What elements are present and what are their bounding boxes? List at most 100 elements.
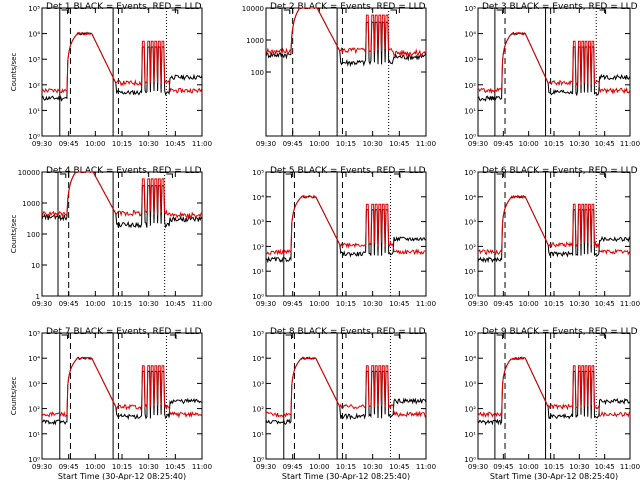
x-tick-label: 09:45 (283, 300, 303, 308)
y-tick-label: 10¹ (464, 431, 476, 439)
y-tick-label: 10² (464, 243, 476, 251)
x-tick-label: 10:15 (544, 463, 564, 471)
panel-title: Det 7 BLACK = Events, RED = LLD (46, 327, 202, 337)
x-tick-label: 09:30 (256, 140, 276, 148)
y-tick-label: 10¹ (252, 268, 264, 276)
y-tick-label: 10⁰ (464, 133, 476, 141)
bracket-marker (61, 9, 69, 14)
x-tick-label: 10:00 (85, 463, 105, 471)
bracket-marker (166, 173, 173, 178)
y-tick-label: 10⁵ (252, 330, 264, 338)
x-tick-label: 10:00 (309, 463, 329, 471)
y-tick-label: 10³ (464, 380, 476, 388)
y-tick-label: 10 (31, 262, 40, 270)
x-tick-label: 10:45 (595, 300, 615, 308)
y-tick-label: 10² (28, 406, 40, 414)
x-tick-label: 10:30 (139, 140, 159, 148)
panel-det-4: Det 4 BLACK = Events, RED = LLD 1 10 100 100… (10, 166, 212, 308)
x-tick-label: 10:15 (112, 463, 132, 471)
series-lld-line (41, 31, 203, 94)
panel-det-7: Det 7 BLACK = Events, RED = LLD 10⁰ 10¹ 10²… (10, 327, 212, 480)
x-tick-label: 09:30 (468, 300, 488, 308)
y-tick-label: 10¹ (252, 431, 264, 439)
x-tick-label: 11:00 (620, 140, 640, 148)
y-tick-label: 100 (251, 69, 264, 77)
y-tick-label: 10⁰ (464, 456, 476, 464)
panel-det-3: Det 3 BLACK = Events, RED = LLD 10⁰ 10¹ 10²… (464, 2, 640, 148)
y-tick-label: 10³ (28, 56, 40, 64)
x-tick-label: 10:00 (85, 300, 105, 308)
x-tick-label: 10:00 (519, 300, 539, 308)
y-tick-label: 1000 (246, 37, 264, 45)
y-tick-label: 10⁵ (252, 169, 264, 177)
x-tick-label: 10:30 (139, 300, 159, 308)
panel-title: Det 2 BLACK = Events, RED = LLD (270, 2, 426, 12)
panel-title: Det 5 BLACK = Events, RED = LLD (270, 166, 426, 176)
series-lld-line (477, 356, 631, 419)
y-tick-label: 10⁰ (464, 293, 476, 301)
x-tick-label: 09:45 (59, 140, 79, 148)
series-lld-line (265, 7, 427, 58)
x-tick-label: 10:30 (569, 463, 589, 471)
x-tick-label: 11:00 (416, 140, 436, 148)
series-lld-line (265, 356, 427, 419)
plot-frame (265, 7, 427, 137)
y-tick-label: 10⁰ (28, 133, 40, 141)
x-tick-label: 10:00 (519, 463, 539, 471)
y-tick-label: 10⁴ (252, 355, 264, 363)
panel-det-8: Det 8 BLACK = Events, RED = LLD 10⁰ 10¹ 10²… (252, 327, 436, 480)
x-tick-label: 09:30 (468, 463, 488, 471)
panel-det-1: Det 1 BLACK = Events, RED = LLD 10⁰ 10¹ 10²… (10, 2, 212, 148)
x-tick-label: 10:45 (389, 140, 409, 148)
x-tick-label: 09:45 (59, 463, 79, 471)
x-tick-label: 10:00 (85, 140, 105, 148)
y-tick-label: 10000 (18, 169, 40, 177)
x-tick-label: 09:45 (283, 140, 303, 148)
y-tick-label: 10³ (464, 219, 476, 227)
x-tick-label: 10:45 (595, 140, 615, 148)
y-tick-label: 10⁵ (464, 330, 476, 338)
plot-frame (265, 171, 427, 297)
x-tick-label: 11:00 (192, 463, 212, 471)
y-tick-label: 10² (28, 82, 40, 90)
x-tick-label: 10:15 (336, 463, 356, 471)
x-tick-label: 10:45 (165, 140, 185, 148)
x-tick-label: 09:30 (256, 463, 276, 471)
plot-frame (41, 332, 203, 460)
x-tick-label: 10:30 (363, 300, 383, 308)
y-tick-label: 10000 (242, 5, 264, 13)
bracket-marker (285, 173, 293, 178)
x-tick-label: 09:30 (468, 140, 488, 148)
x-tick-label: 11:00 (192, 300, 212, 308)
y-tick-label: 10² (464, 406, 476, 414)
y-tick-label: 10⁴ (252, 194, 264, 202)
x-tick-label: 10:15 (336, 140, 356, 148)
series-events-line (41, 171, 203, 229)
x-tick-label: 10:15 (112, 140, 132, 148)
x-tick-label: 09:45 (493, 300, 513, 308)
bracket-marker (599, 9, 607, 14)
y-tick-label: 10⁵ (464, 5, 476, 13)
panel-title: Det 1 BLACK = Events, RED = LLD (46, 2, 202, 12)
bracket-marker (394, 173, 401, 178)
y-tick-label: 10² (464, 82, 476, 90)
x-tick-label: 11:00 (620, 300, 640, 308)
y-tick-label: 10⁰ (28, 456, 40, 464)
bracket-marker (170, 334, 177, 339)
x-tick-label: 09:30 (32, 140, 52, 148)
plot-frame (477, 171, 631, 297)
series-events-line (265, 7, 427, 68)
x-tick-label: 09:45 (59, 300, 79, 308)
bracket-marker (390, 9, 397, 14)
y-tick-label: 10³ (464, 56, 476, 64)
plot-frame (477, 332, 631, 460)
x-tick-label: 09:30 (32, 300, 52, 308)
y-tick-label: 10⁵ (28, 5, 40, 13)
x-tick-label: 10:00 (519, 140, 539, 148)
y-tick-label: 10³ (28, 380, 40, 388)
x-tick-label: 09:45 (493, 463, 513, 471)
series-lld-line (477, 31, 631, 95)
bracket-marker (171, 9, 179, 14)
plot-frame (41, 7, 203, 137)
series-lld-line (477, 194, 631, 256)
